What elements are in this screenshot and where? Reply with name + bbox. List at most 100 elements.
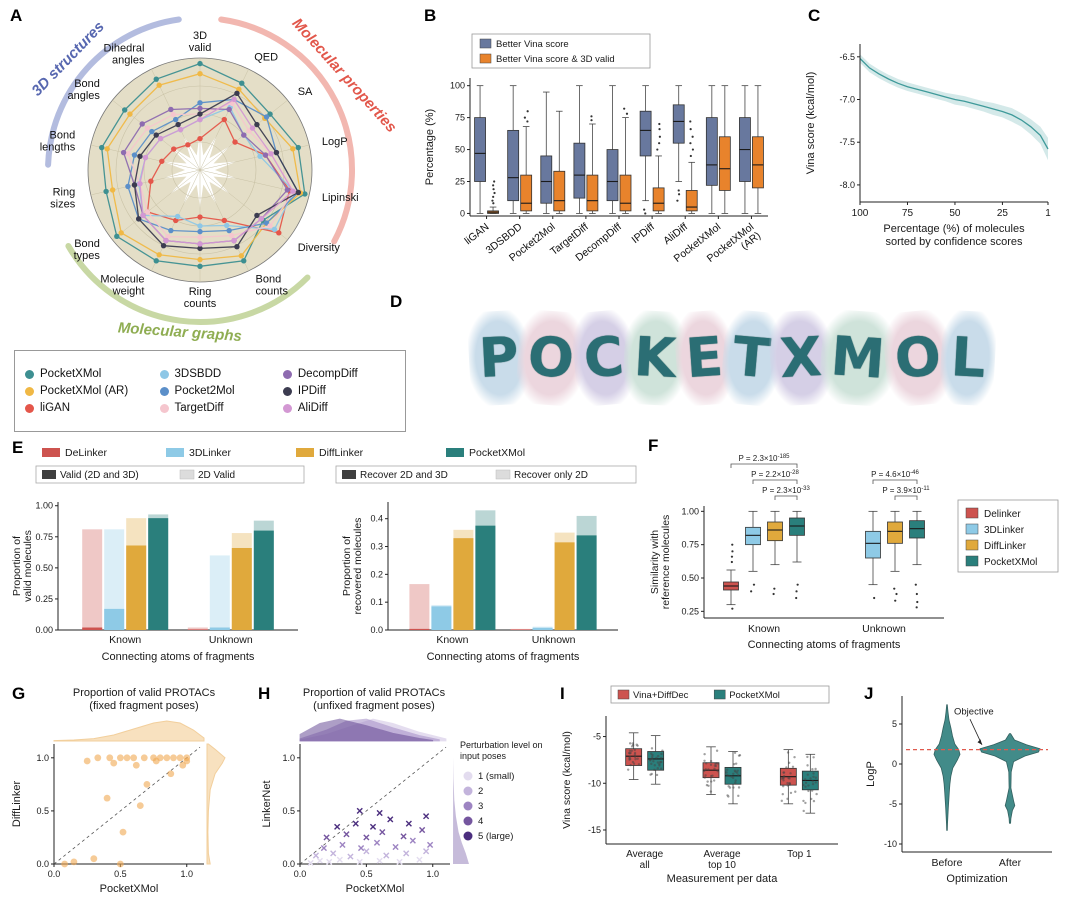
svg-text:Vina+DiffDec: Vina+DiffDec	[633, 690, 689, 701]
svg-text:3: 3	[478, 801, 483, 812]
legend-marker	[282, 403, 292, 413]
panel-g-scatter: Proportion of valid PROTACs(fixed fragme…	[11, 687, 226, 895]
svg-text:4: 4	[478, 816, 483, 827]
svg-text:25: 25	[997, 208, 1009, 219]
legend-item-ligan: liGAN	[25, 402, 160, 414]
legend-item-alidiff: AliDiff	[282, 402, 395, 414]
panel-a-radar-chart: 3D structures Molecular propertiesMolecul…	[28, 15, 400, 345]
svg-text:Vina score (kcal/mol): Vina score (kcal/mol)	[805, 72, 817, 175]
panel-j-violin: 5 0 -5 -10 Before After Objective Optimization L…	[865, 696, 1052, 885]
svg-text:Connecting atoms of fragments: Connecting atoms of fragments	[748, 639, 901, 651]
svg-text:Delinker: Delinker	[984, 509, 1021, 520]
svg-text:1.0: 1.0	[36, 753, 49, 763]
svg-text:Proportion of: Proportion of	[11, 536, 23, 596]
svg-text:LinkerNet: LinkerNet	[261, 780, 273, 827]
legend-item-3dsbdd: 3DSBDD	[159, 368, 283, 380]
svg-text:5 (large): 5 (large)	[478, 831, 513, 842]
svg-text:Recover only 2D: Recover only 2D	[514, 470, 588, 481]
svg-text:0.75: 0.75	[681, 540, 699, 550]
svg-text:100: 100	[852, 208, 869, 219]
panel-c-line-chart: -6.5 -7.0 -7.5 -8.0 100 75 50 25 1 Vina score (kc…	[805, 44, 1051, 248]
svg-text:50: 50	[455, 145, 465, 155]
legend-label: TargetDiff	[174, 402, 224, 414]
svg-text:1.0: 1.0	[282, 753, 295, 763]
svg-text:1: 1	[1045, 208, 1051, 219]
svg-text:1.0: 1.0	[426, 869, 439, 879]
panel-a-legend: PocketXMol 3DSBDD DecompDiff PocketXMol (AR…	[14, 350, 406, 432]
svg-text:2D Valid: 2D Valid	[198, 470, 235, 481]
legend-marker	[159, 369, 169, 379]
svg-text:Known: Known	[109, 634, 141, 646]
svg-text:P = 2.3×10-185: P = 2.3×10-185	[738, 454, 790, 463]
panel-h-scatter: Proportion of valid PROTACs(unfixed frag…	[261, 687, 543, 895]
panel-b-boxplot: Better Vina score Better Vina score & 3D …	[424, 33, 768, 265]
svg-text:3DLinker: 3DLinker	[984, 525, 1025, 536]
svg-text:Connecting atoms of fragments: Connecting atoms of fragments	[102, 651, 255, 663]
panel-label-c: C	[808, 6, 821, 25]
svg-text:0.50: 0.50	[681, 573, 699, 583]
svg-text:0.0: 0.0	[282, 859, 295, 869]
svg-text:Optimization: Optimization	[946, 873, 1007, 885]
svg-text:0.25: 0.25	[681, 606, 699, 616]
panel-label-d: D	[390, 292, 403, 311]
svg-text:0.4: 0.4	[370, 514, 383, 524]
svg-text:0: 0	[892, 759, 897, 769]
svg-text:DiffLinker: DiffLinker	[984, 541, 1027, 552]
legend-label: DecompDiff	[297, 368, 358, 380]
svg-text:top 10: top 10	[708, 860, 736, 871]
svg-text:PocketXMol: PocketXMol	[984, 557, 1037, 568]
legend-marker	[25, 369, 34, 379]
svg-text:P = 4.6×10-46: P = 4.6×10-46	[871, 470, 919, 479]
svg-text:PocketXMol: PocketXMol	[469, 447, 525, 459]
svg-text:-10: -10	[588, 778, 601, 788]
legend-item-pocket2mol: Pocket2Mol	[159, 385, 283, 397]
panel-label-i: I	[560, 684, 565, 703]
svg-text:-8.0: -8.0	[839, 180, 855, 190]
svg-text:1 (small): 1 (small)	[478, 771, 514, 782]
legend-item-pocketxmol: PocketXMol	[25, 368, 160, 380]
legend-item-ipdiff: IPDiff	[282, 385, 395, 397]
svg-text:Unknown: Unknown	[209, 634, 253, 646]
legend-label: IPDiff	[297, 385, 326, 397]
svg-text:75: 75	[902, 208, 914, 219]
svg-text:Average: Average	[703, 849, 741, 860]
legend-marker	[159, 386, 169, 396]
svg-text:Percentage (%): Percentage (%)	[424, 109, 436, 185]
svg-text:input poses: input poses	[460, 751, 507, 761]
svg-text:(unfixed fragment poses): (unfixed fragment poses)	[313, 700, 435, 712]
svg-text:0.2: 0.2	[370, 569, 383, 579]
svg-text:-15: -15	[588, 825, 601, 835]
svg-text:Better Vina score: Better Vina score	[496, 39, 569, 50]
svg-text:Vina score (kcal/mol): Vina score (kcal/mol)	[561, 731, 573, 829]
svg-text:75: 75	[455, 113, 465, 123]
svg-text:5: 5	[892, 719, 897, 729]
svg-text:Recover 2D and 3D: Recover 2D and 3D	[360, 470, 448, 481]
panel-label-j: J	[864, 684, 874, 703]
svg-text:Unknown: Unknown	[532, 634, 576, 646]
svg-text:P = 2.2×10-28: P = 2.2×10-28	[751, 470, 799, 479]
svg-text:Proportion of: Proportion of	[341, 536, 353, 596]
svg-text:Before: Before	[932, 857, 963, 869]
legend-label: liGAN	[40, 402, 71, 414]
svg-text:P = 2.3×10-33: P = 2.3×10-33	[762, 486, 810, 495]
svg-text:DiffLinker: DiffLinker	[11, 781, 23, 828]
svg-text:all: all	[640, 860, 650, 871]
svg-text:Molecular graphs: Molecular graphs	[117, 319, 242, 345]
legend-item-decompdiff: DecompDiff	[282, 368, 395, 380]
panel-i-boxplot: Vina+DiffDec PocketXMol-5-10-15Averageall…	[561, 685, 838, 885]
svg-text:1.0: 1.0	[180, 869, 193, 879]
svg-text:0.0: 0.0	[36, 859, 49, 869]
svg-text:0.0: 0.0	[294, 869, 307, 879]
svg-text:Proportion of valid PROTACs: Proportion of valid PROTACs	[73, 687, 216, 699]
svg-text:Proportion of valid PROTACs: Proportion of valid PROTACs	[303, 687, 446, 699]
legend-marker	[25, 403, 34, 413]
panel-e-bar-charts: DeLinker 3DLinker DiffLinker PocketXMol Vali…	[11, 447, 637, 663]
svg-text:Known: Known	[748, 623, 780, 635]
svg-text:0.1: 0.1	[370, 597, 383, 607]
